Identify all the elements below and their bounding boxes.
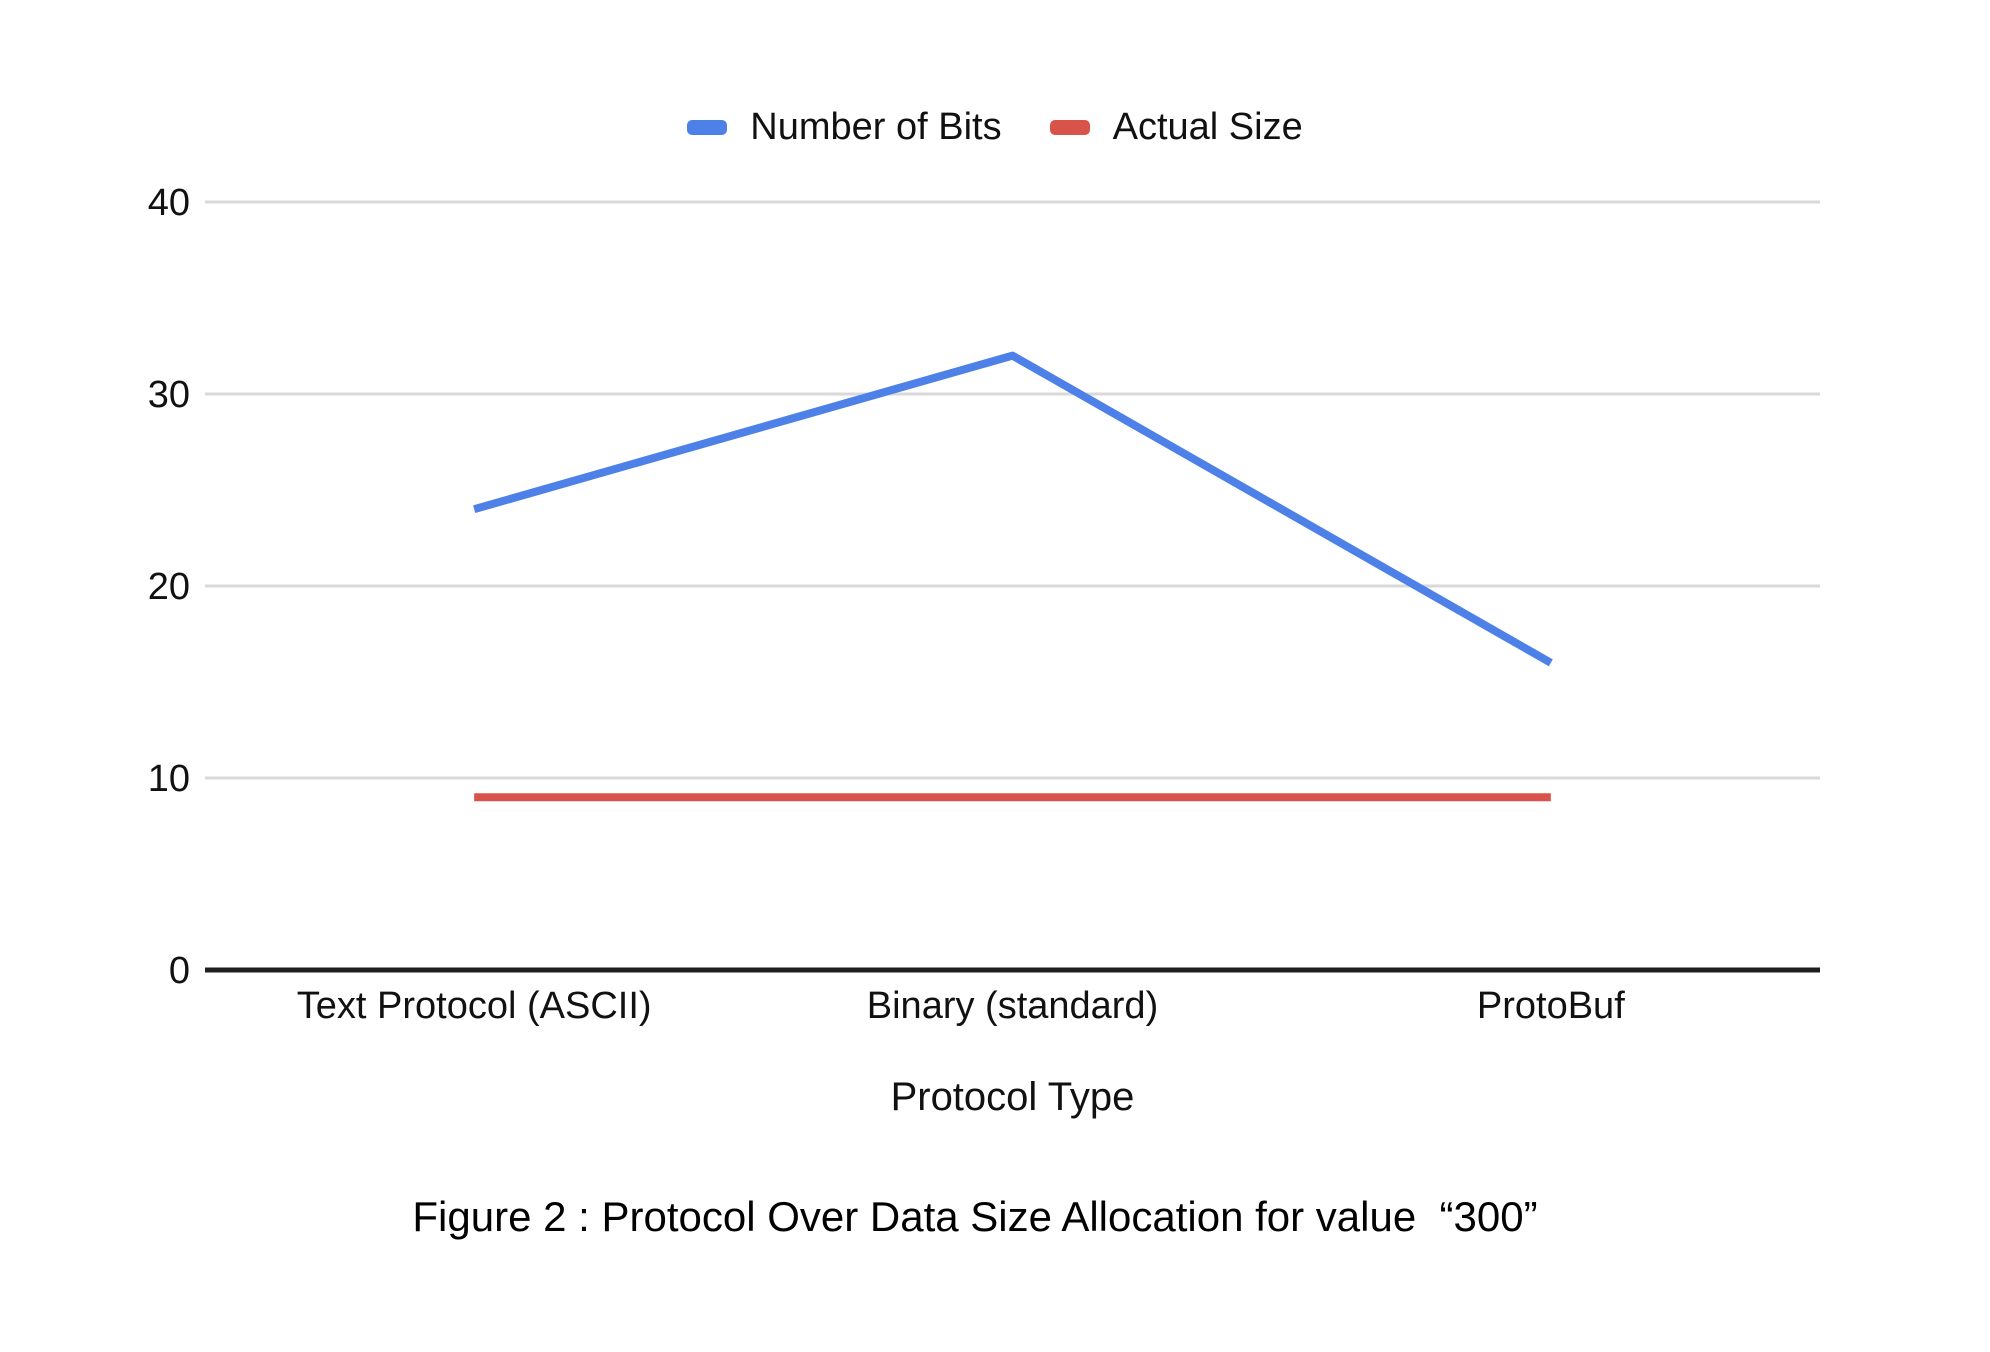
legend-swatch-number-of-bits-icon [687,119,728,135]
legend-label-actual-size: Actual Size [1112,106,1303,148]
legend-item-actual-size[interactable]: Actual Size [1049,106,1303,148]
chart-legend: Number of Bits Actual Size [0,108,1990,146]
legend-label-number-of-bits: Number of Bits [750,106,1002,148]
y-tick-label-0: 0 [169,950,190,992]
x-category-label-1: Binary (standard) [867,985,1158,1027]
y-tick-label-40: 40 [148,182,190,224]
legend-swatch-actual-size-icon [1049,119,1090,135]
y-tick-label-10: 10 [148,758,190,800]
line-chart-plot: 0 10 20 30 40 Text Protocol (ASCII) Binary (st… [148,182,1820,1119]
y-tick-label-30: 30 [148,374,190,416]
x-axis-title: Protocol Type [891,1075,1135,1119]
x-category-label-2: ProtoBuf [1477,985,1625,1027]
figure-caption: Figure 2 : Protocol Over Data Size Alloc… [412,1193,1538,1240]
x-category-label-0: Text Protocol (ASCII) [297,985,652,1027]
series-line-number-of-bits[interactable] [473,351,1553,667]
y-tick-label-20: 20 [148,566,190,608]
legend-item-number-of-bits[interactable]: Number of Bits [687,106,1002,148]
